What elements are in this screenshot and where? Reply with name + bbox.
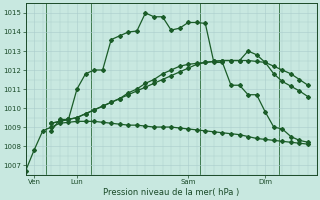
X-axis label: Pression niveau de la mer( hPa ): Pression niveau de la mer( hPa ) [103, 188, 239, 197]
